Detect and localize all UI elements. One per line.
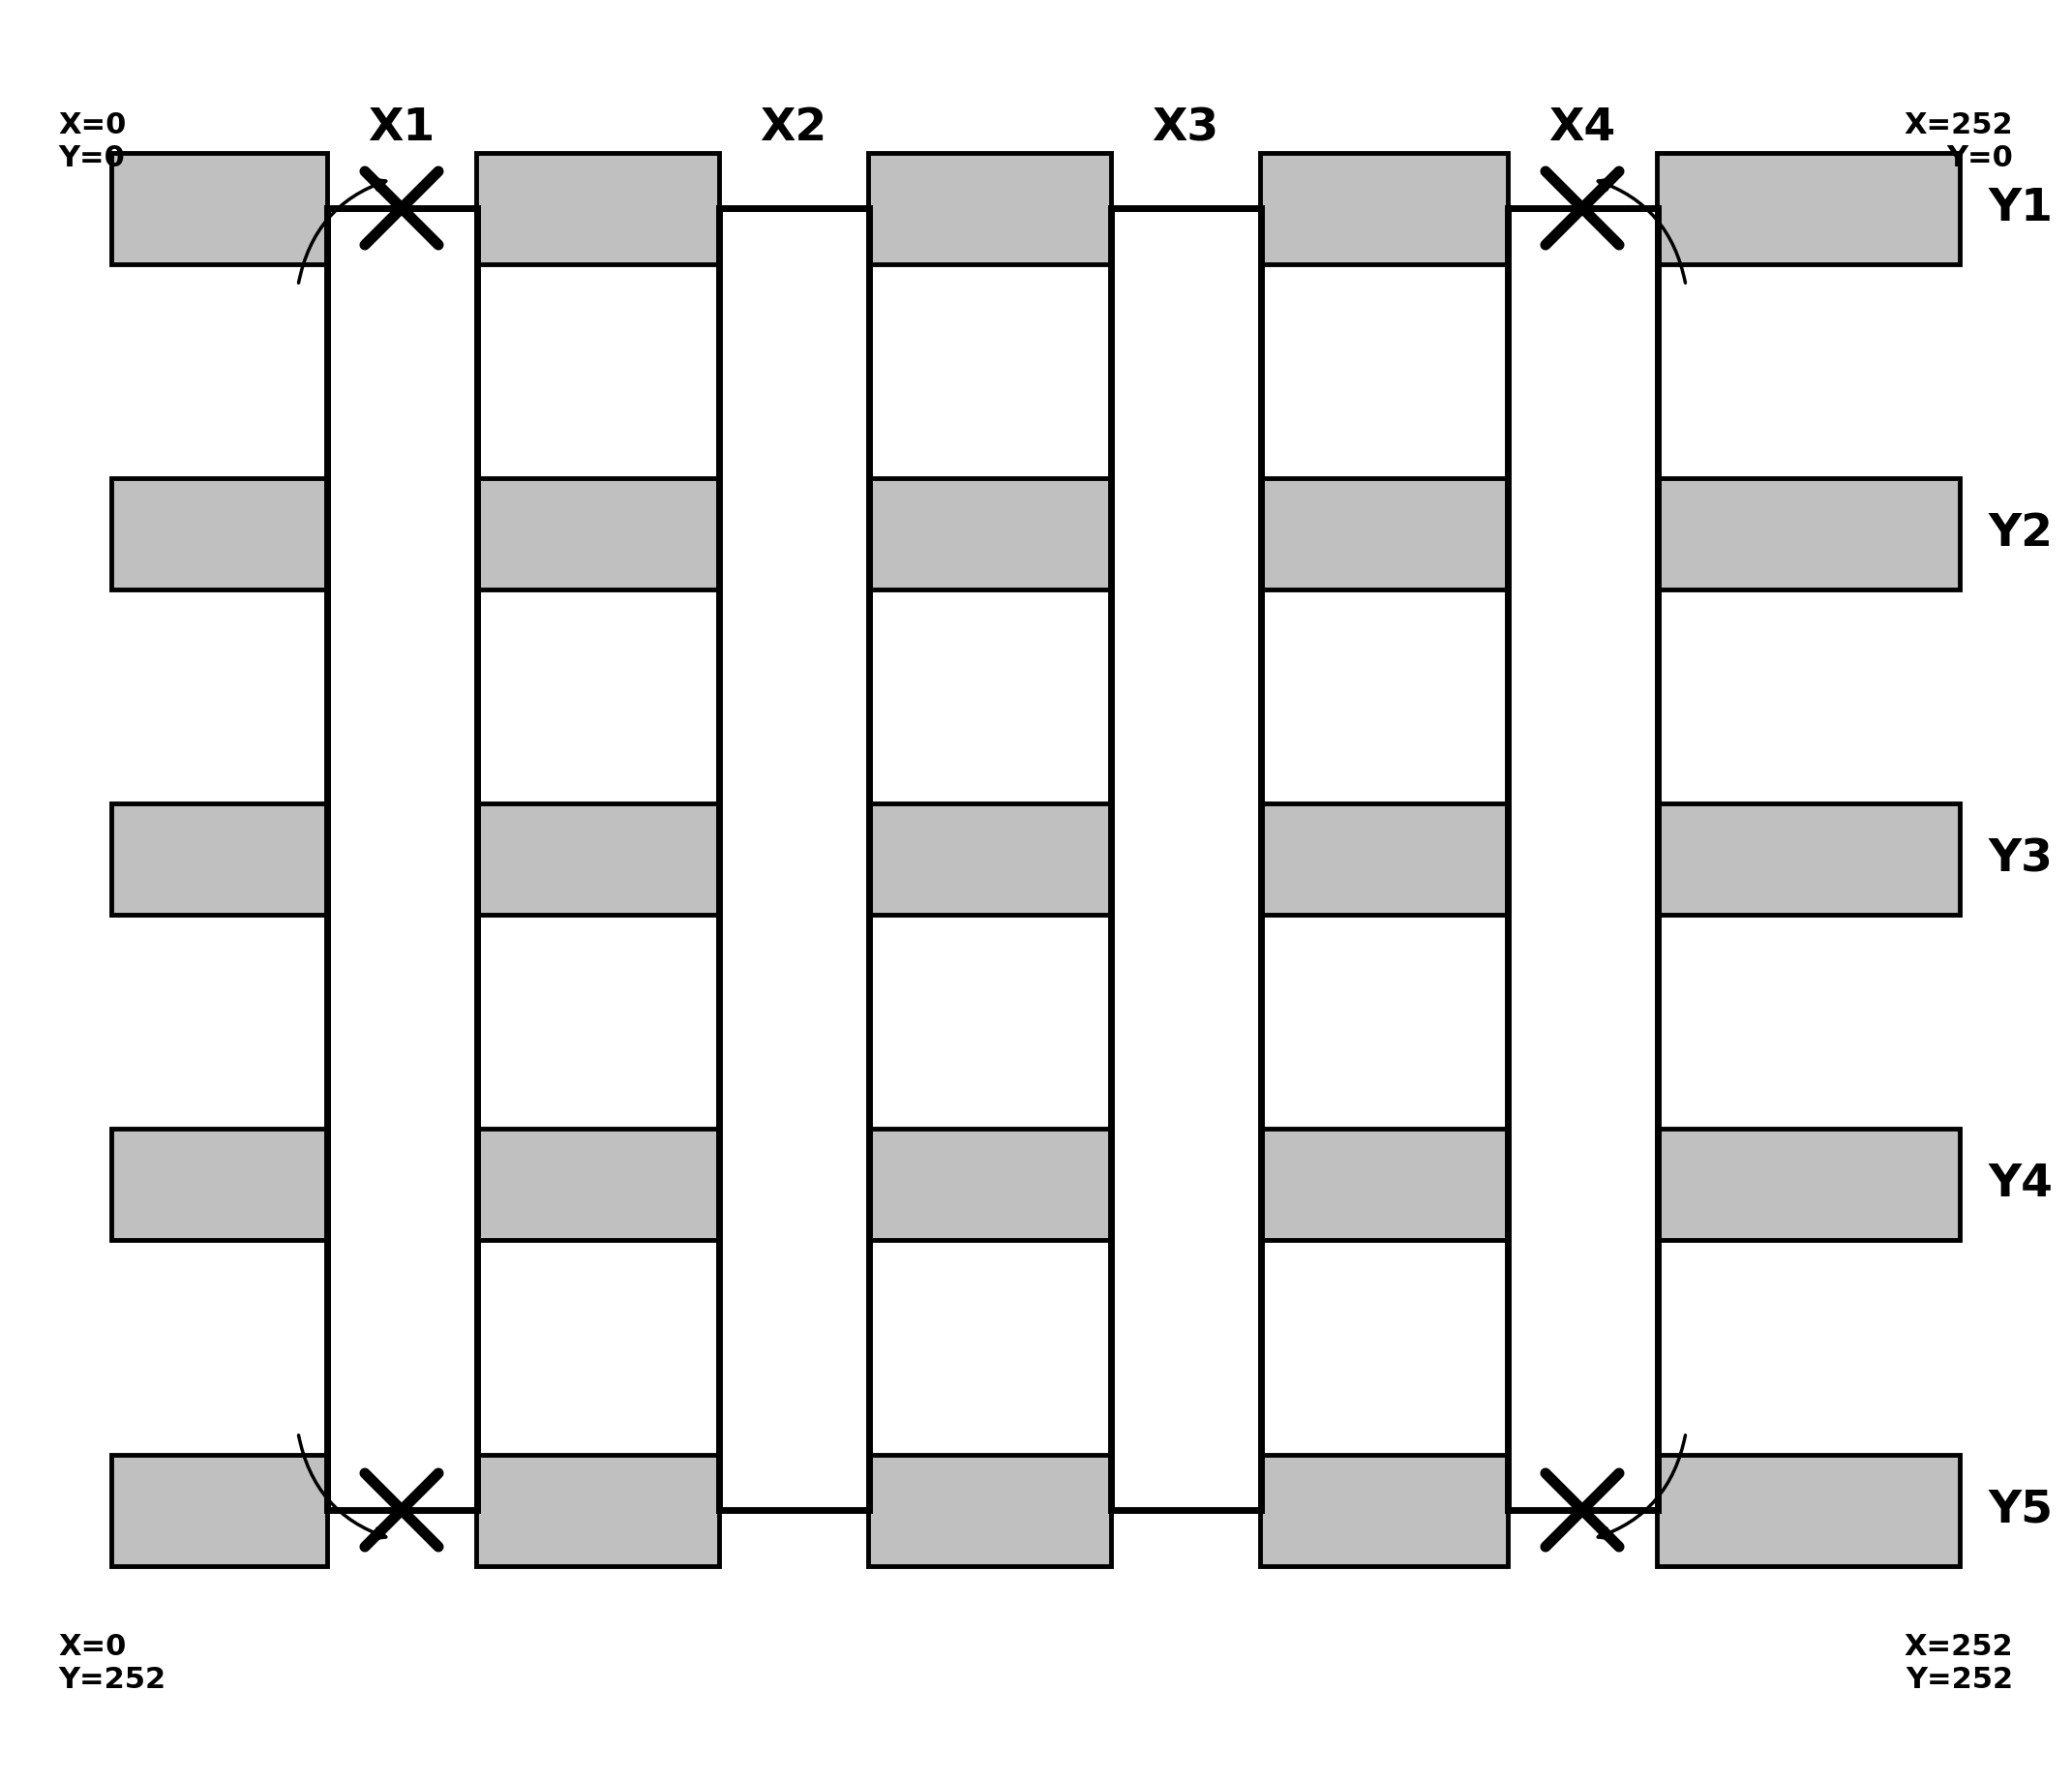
Bar bbox=[868, 804, 1111, 914]
Bar bbox=[477, 1128, 719, 1240]
Bar bbox=[1260, 1454, 1508, 1566]
Bar bbox=[1260, 1128, 1508, 1240]
Text: Y5: Y5 bbox=[1989, 1488, 2053, 1533]
Bar bbox=[1260, 478, 1508, 590]
Bar bbox=[1658, 1454, 1960, 1566]
Bar bbox=[868, 478, 1111, 590]
Bar bbox=[112, 804, 327, 914]
Text: X1: X1 bbox=[369, 107, 435, 150]
Bar bbox=[477, 153, 719, 264]
Bar bbox=[1111, 208, 1262, 1509]
Bar bbox=[477, 478, 719, 590]
Bar bbox=[868, 1128, 1111, 1240]
Bar bbox=[112, 478, 327, 590]
Bar bbox=[1260, 153, 1508, 264]
Text: X=0
Y=0: X=0 Y=0 bbox=[58, 110, 126, 171]
Bar bbox=[868, 153, 1111, 264]
Bar bbox=[112, 153, 327, 264]
Bar bbox=[719, 208, 868, 1509]
Text: X=0
Y=252: X=0 Y=252 bbox=[58, 1634, 166, 1695]
Bar bbox=[868, 1454, 1111, 1566]
Text: Y2: Y2 bbox=[1989, 511, 2053, 556]
Text: X=252
Y=0: X=252 Y=0 bbox=[1904, 110, 2014, 171]
Bar bbox=[112, 1454, 327, 1566]
Bar bbox=[1260, 804, 1508, 914]
Text: X4: X4 bbox=[1548, 107, 1616, 150]
Text: Y1: Y1 bbox=[1989, 187, 2053, 230]
Bar bbox=[1658, 478, 1960, 590]
Bar bbox=[112, 1128, 327, 1240]
Text: Y4: Y4 bbox=[1989, 1162, 2053, 1206]
Bar bbox=[1658, 153, 1960, 264]
Text: X2: X2 bbox=[760, 107, 827, 150]
Bar bbox=[477, 1454, 719, 1566]
Bar bbox=[1508, 208, 1658, 1509]
Text: X3: X3 bbox=[1152, 107, 1218, 150]
Text: X=252
Y=252: X=252 Y=252 bbox=[1904, 1634, 2014, 1695]
Bar bbox=[1658, 804, 1960, 914]
Bar bbox=[477, 804, 719, 914]
Bar bbox=[327, 208, 477, 1509]
Text: Y3: Y3 bbox=[1989, 838, 2053, 880]
Bar bbox=[1658, 1128, 1960, 1240]
